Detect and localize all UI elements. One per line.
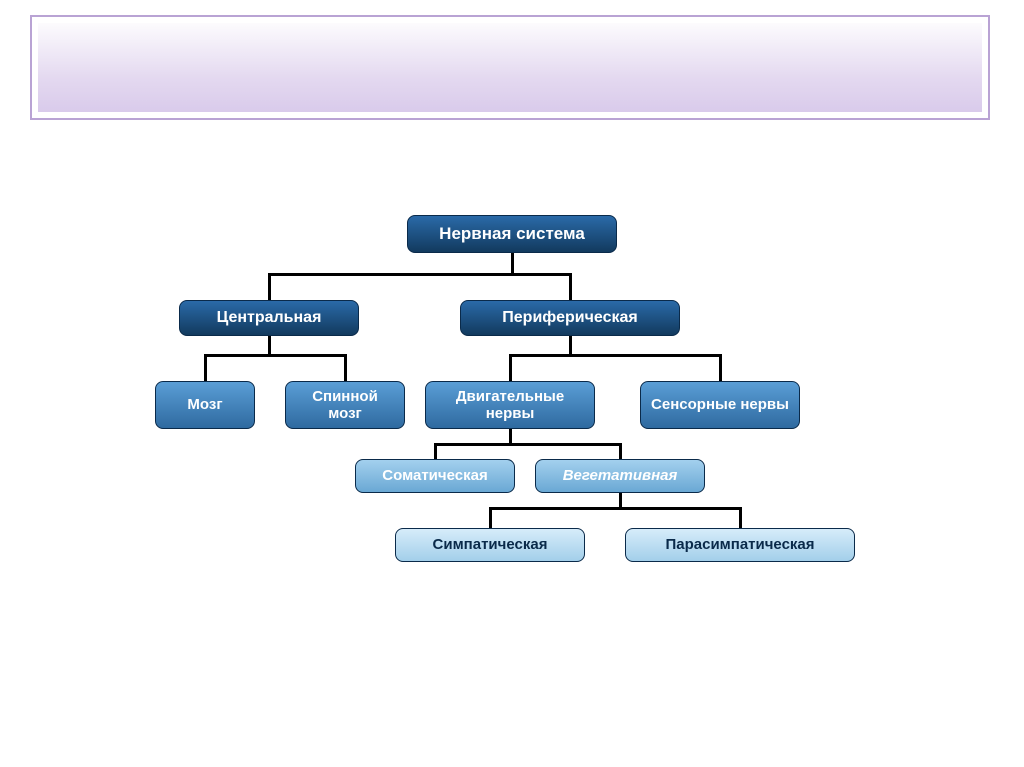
connector bbox=[719, 354, 722, 381]
tree-node-sympathetic: Симпатическая bbox=[395, 528, 585, 562]
connector bbox=[511, 253, 514, 273]
connector bbox=[268, 273, 271, 300]
connector bbox=[619, 443, 622, 459]
connector bbox=[489, 507, 492, 528]
connector bbox=[509, 429, 512, 443]
connector bbox=[204, 354, 207, 381]
connector bbox=[619, 493, 622, 507]
connector bbox=[434, 443, 437, 459]
nervous-system-tree-diagram: Нервная система Центральная Периферическая… bbox=[0, 0, 1024, 767]
connector bbox=[268, 273, 572, 276]
connector bbox=[509, 354, 722, 357]
connector bbox=[344, 354, 347, 381]
tree-node-somatic: Соматическая bbox=[355, 459, 515, 493]
tree-node-parasymp: Парасимпатическая bbox=[625, 528, 855, 562]
tree-node-root: Нервная система bbox=[407, 215, 617, 253]
connector bbox=[434, 443, 622, 446]
connector bbox=[569, 273, 572, 300]
connector bbox=[569, 336, 572, 354]
tree-node-motor: Двигательные нервы bbox=[425, 381, 595, 429]
connector bbox=[204, 354, 347, 357]
tree-node-central: Центральная bbox=[179, 300, 359, 336]
connector bbox=[268, 336, 271, 354]
tree-node-brain: Мозг bbox=[155, 381, 255, 429]
tree-node-peripheral: Периферическая bbox=[460, 300, 680, 336]
tree-node-spinal: Спинной мозг bbox=[285, 381, 405, 429]
tree-node-vegetative: Вегетативная bbox=[535, 459, 705, 493]
connector bbox=[509, 354, 512, 381]
tree-node-sensory: Сенсорные нервы bbox=[640, 381, 800, 429]
connector bbox=[739, 507, 742, 528]
connector bbox=[489, 507, 742, 510]
